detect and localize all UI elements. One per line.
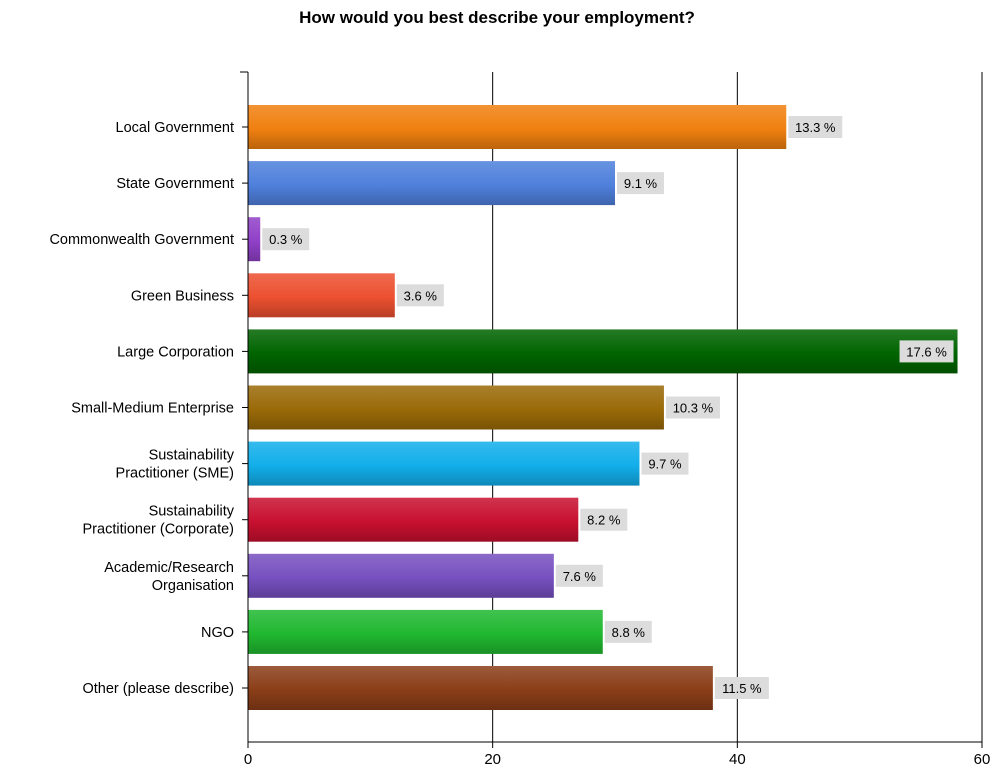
data-label-box [665, 396, 720, 419]
category-label: Other (please describe) [82, 681, 234, 697]
bar [248, 666, 713, 710]
label-layer: 13.3 % 9.1 % 0.3 % 3.6 % 17.6 % 10.3 % 9.7 % 8.… [262, 116, 954, 699]
x-tick-label: 0 [244, 751, 252, 768]
axis-layer: 0 20 40 60 Local Government State Government C… [49, 71, 991, 768]
category-label: Local Government [116, 120, 234, 136]
data-label-box [262, 228, 310, 251]
category-label: Academic/Research Organisation [104, 560, 234, 594]
category-label: Large Corporation [117, 344, 234, 360]
bar [248, 385, 664, 430]
category-label: Green Business [131, 288, 234, 304]
bar [248, 553, 554, 598]
category-label: NGO [201, 625, 234, 641]
data-label-box [396, 284, 444, 307]
data-label: 7.6 % [563, 569, 597, 584]
data-label-box [555, 564, 603, 587]
data-label-box [714, 677, 769, 699]
data-label: 9.1 % [624, 176, 658, 191]
category-label: Sustainability Practitioner (Corporate) [83, 504, 235, 538]
x-tick-label: 40 [729, 751, 746, 768]
category-label: State Government [116, 176, 234, 192]
data-label-box [604, 620, 652, 643]
bar [248, 497, 579, 542]
category-label: Sustainability Practitioner (SME) [116, 448, 235, 482]
bar [248, 105, 787, 149]
data-label: 17.6 % [906, 344, 947, 359]
bar-layer [248, 105, 958, 710]
chart-title: How would you best describe your employm… [299, 8, 695, 27]
bar [248, 273, 395, 318]
bar [248, 609, 603, 654]
data-label: 11.5 % [722, 681, 762, 696]
data-label-box [788, 116, 843, 138]
data-label-box [617, 172, 664, 195]
category-label: Commonwealth Government [49, 232, 234, 248]
data-label: 8.2 % [587, 513, 621, 528]
data-label: 10.3 % [673, 401, 714, 416]
bar [248, 161, 615, 206]
data-label-box [899, 340, 954, 363]
bar [248, 217, 261, 262]
data-label-box [641, 452, 689, 475]
x-tick-label: 60 [974, 751, 991, 768]
bar [248, 329, 958, 374]
data-label: 9.7 % [648, 457, 682, 472]
data-label: 13.3 % [795, 120, 836, 135]
x-tick-label: 20 [484, 751, 501, 768]
category-label: Small-Medium Enterprise [71, 401, 234, 417]
data-label-box [580, 508, 628, 531]
data-label: 8.8 % [612, 625, 646, 640]
data-label: 0.3 % [269, 232, 303, 247]
data-label: 3.6 % [404, 288, 438, 303]
bar [248, 441, 640, 486]
